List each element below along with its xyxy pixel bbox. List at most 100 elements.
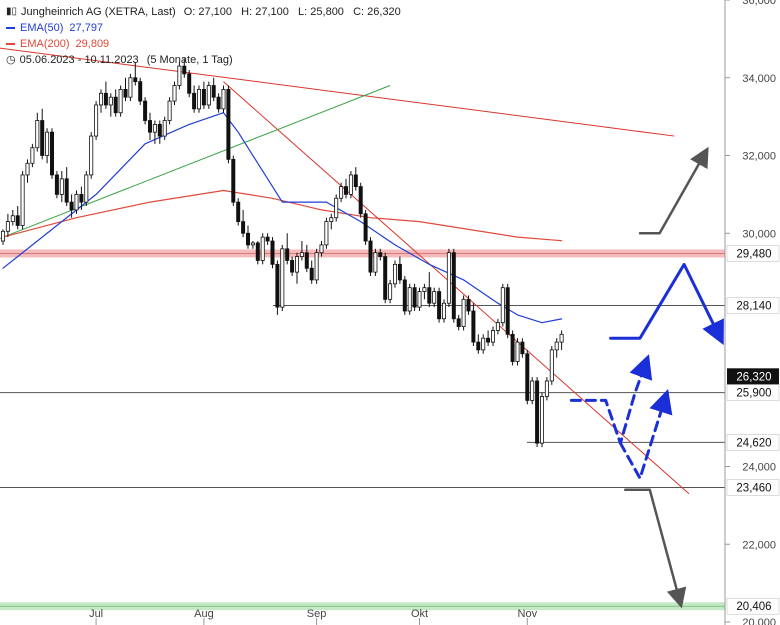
candle-body [535, 380, 540, 444]
candle-body [290, 260, 295, 273]
candle-body [437, 291, 442, 320]
candle-body [461, 298, 466, 327]
y-tick-label: 36,000 [742, 0, 776, 7]
candle-body [486, 337, 491, 343]
candle-body [510, 333, 515, 362]
candle-body [64, 178, 69, 203]
candle-body [5, 221, 10, 232]
candle-body [343, 186, 348, 195]
candle-body [476, 341, 481, 351]
candle-body [358, 186, 363, 215]
candle-body [255, 242, 260, 261]
candle-body [285, 248, 290, 261]
trend-line-green [0, 85, 391, 239]
y-tick-label: 34,000 [742, 73, 776, 85]
candle-body [456, 318, 461, 327]
candle-body [25, 162, 30, 176]
level-label: 29,480 [736, 248, 771, 260]
candle-body [559, 333, 564, 343]
candle-body [309, 267, 314, 281]
candle-body [515, 341, 520, 362]
last-price-label: 26,320 [736, 371, 771, 383]
candle-body [388, 283, 393, 300]
candle-body [236, 201, 241, 222]
candle-body [339, 186, 344, 199]
candle-body [54, 174, 59, 195]
legend-ema50-value: 27,797 [69, 22, 104, 34]
candle-body [201, 89, 206, 106]
candle-body [143, 100, 148, 121]
candle-body [226, 89, 231, 160]
candle-body [299, 252, 304, 257]
candle-body [157, 124, 162, 137]
candle-body [221, 89, 226, 110]
candle-body [451, 252, 456, 320]
candle-body [392, 263, 397, 285]
candle-body [89, 135, 94, 176]
x-tick-label: Nov [518, 608, 538, 620]
candle-body [280, 248, 285, 308]
level-label: 20,406 [736, 601, 771, 613]
candle-body [152, 124, 157, 133]
blue-forecast-arrow [609, 262, 724, 346]
candle-body [30, 147, 35, 164]
candle-body [108, 96, 113, 106]
candle-body [206, 85, 211, 106]
candle-body [530, 380, 535, 401]
candle-body [304, 252, 309, 269]
level-label: 23,460 [736, 482, 771, 494]
candle-body [245, 232, 250, 246]
forecast-arrows [569, 146, 724, 609]
candle-body [231, 158, 236, 203]
level-label-box [726, 245, 780, 262]
candle-body [373, 252, 378, 273]
candle-body [466, 298, 471, 312]
candle-body [427, 287, 432, 304]
candle-body [334, 197, 339, 219]
candle-body [544, 380, 549, 397]
candle-body [412, 287, 417, 308]
candle-body [250, 242, 255, 246]
level-label: 24,620 [736, 437, 771, 449]
candle-body [94, 104, 99, 137]
ema50-swatch-icon [6, 27, 15, 29]
candle-body [20, 174, 25, 226]
candle-body [397, 263, 402, 281]
candle-body [549, 349, 554, 382]
legend-ema50-label: EMA(50) [20, 22, 64, 34]
y-axis: 29,480 28,140 25,900 24,620 23,460 20,406 26,3… [725, 0, 780, 625]
candle-body [177, 65, 182, 86]
candle-body [113, 96, 118, 114]
y-tick-label: 22,000 [742, 539, 776, 551]
candle-body [138, 81, 143, 102]
candle-icon: ▮▯ [6, 6, 18, 17]
legend-ema50-row: EMA(50) 27,797 [6, 20, 401, 36]
legend-ema200-row: EMA(200) 29,809 [6, 36, 401, 52]
candle-body [10, 215, 15, 222]
gray-up-forecast-arrow [638, 146, 709, 235]
candle-body [525, 353, 530, 401]
candle-body [446, 252, 451, 304]
candle-body [422, 287, 427, 292]
candle-body [348, 174, 353, 195]
candle-body [167, 100, 172, 121]
candle-body [540, 396, 545, 444]
blue-dashed-forecast-arrow-alt [618, 388, 673, 480]
legend-title: Jungheinrich AG (XETRA, Last) [21, 6, 176, 18]
candle-body [59, 178, 64, 195]
x-tick-label: Jul [89, 608, 103, 620]
level-label: 28,140 [736, 301, 771, 313]
x-tick-label: Aug [194, 608, 214, 620]
candle-body [490, 330, 495, 343]
candle-body [260, 236, 265, 261]
clock-icon: ◷ [6, 54, 16, 66]
candle-body [147, 120, 152, 133]
candle-body [324, 221, 329, 246]
last-price-box [727, 368, 779, 385]
level-label-box [726, 297, 780, 314]
y-tick-label: 32,000 [742, 151, 776, 163]
candle-body [383, 256, 388, 300]
candle-body [417, 291, 422, 308]
x-tick-label: Sep [307, 608, 327, 620]
